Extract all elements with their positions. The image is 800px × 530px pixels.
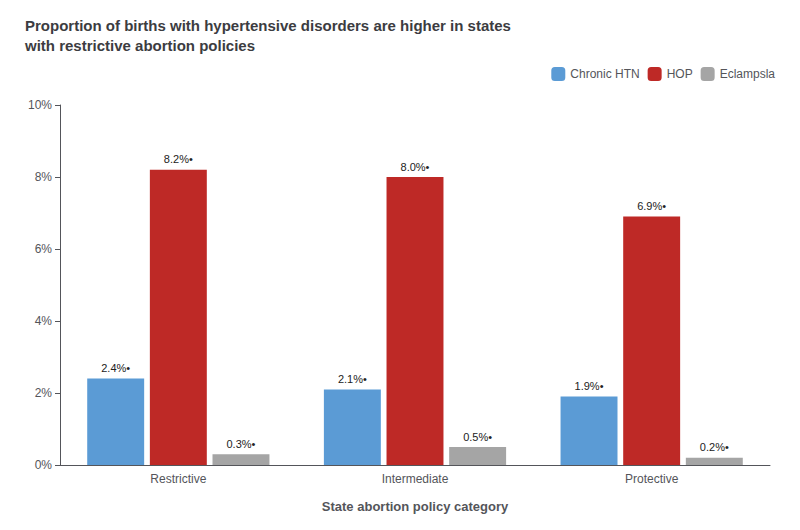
svg-text:8.0%•: 8.0%• (401, 161, 430, 173)
svg-text:with restrictive abortion poli: with restrictive abortion policies (24, 37, 255, 54)
svg-text:Proportion of births with hype: Proportion of births with hypertensive d… (25, 17, 511, 34)
svg-text:8.2%•: 8.2%• (164, 153, 193, 165)
svg-text:6.9%•: 6.9%• (637, 200, 666, 212)
svg-text:Protective: Protective (625, 472, 679, 486)
svg-text:HOP: HOP (667, 67, 693, 81)
svg-text:Restrictive: Restrictive (150, 472, 206, 486)
svg-text:10%: 10% (28, 98, 52, 112)
svg-text:0.5%•: 0.5%• (463, 431, 492, 443)
svg-text:State abortion policy category: State abortion policy category (322, 499, 509, 514)
svg-text:Intermediate: Intermediate (382, 472, 449, 486)
svg-text:0.3%•: 0.3%• (227, 438, 256, 450)
svg-text:8%: 8% (35, 170, 53, 184)
svg-text:6%: 6% (35, 242, 53, 256)
svg-text:0.2%•: 0.2%• (700, 441, 729, 453)
svg-text:0%: 0% (35, 458, 53, 472)
svg-text:Eclampsla: Eclampsla (720, 67, 776, 81)
svg-text:2.4%•: 2.4%• (101, 362, 130, 374)
svg-text:2.1%•: 2.1%• (338, 373, 367, 385)
svg-text:1.9%•: 1.9%• (575, 380, 604, 392)
svg-text:2%: 2% (35, 386, 53, 400)
svg-text:Chronic HTN: Chronic HTN (570, 67, 639, 81)
svg-text:4%: 4% (35, 314, 53, 328)
